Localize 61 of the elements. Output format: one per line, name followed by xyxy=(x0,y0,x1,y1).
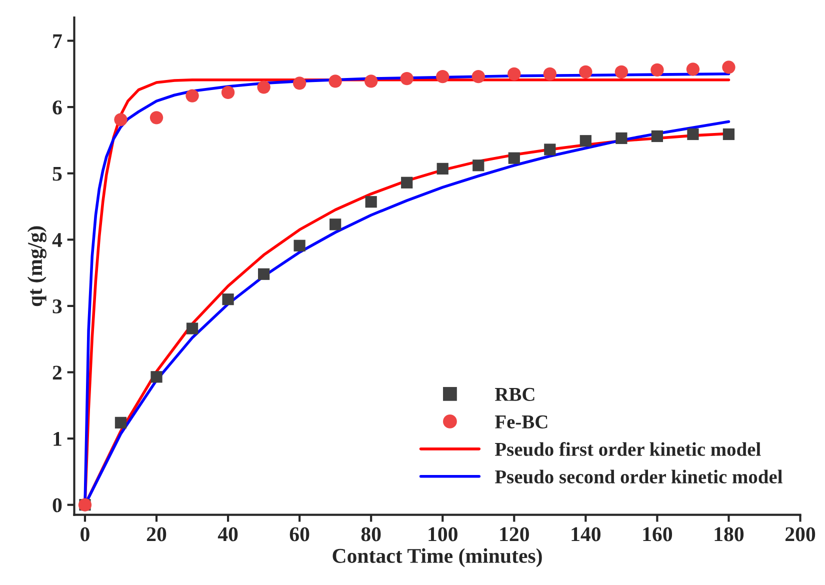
y-axis-title: qt (mg/g) xyxy=(27,226,46,306)
point xyxy=(328,74,342,88)
point xyxy=(614,65,628,79)
x-tick-label: 200 xyxy=(786,527,816,542)
x-tick-label: 140 xyxy=(572,527,600,542)
point xyxy=(114,113,128,126)
point xyxy=(221,86,235,100)
point xyxy=(508,67,521,80)
point xyxy=(544,144,556,156)
point xyxy=(543,67,556,80)
point xyxy=(579,65,592,79)
x-tick-label: 100 xyxy=(428,527,458,542)
point xyxy=(436,162,448,175)
legend-label: RBC xyxy=(495,388,534,401)
point xyxy=(401,176,413,188)
point xyxy=(365,196,377,208)
x-tick-label: 80 xyxy=(361,527,381,542)
point xyxy=(436,70,450,84)
y-tick-label: 0 xyxy=(52,498,62,512)
x-tick-label: 120 xyxy=(500,527,529,542)
point xyxy=(150,371,162,383)
legend-label: Pseudo first order kinetic model xyxy=(495,442,761,456)
x-tick-label: 60 xyxy=(290,527,310,542)
x-tick-label: 0 xyxy=(80,527,90,542)
point xyxy=(722,60,736,74)
point xyxy=(150,111,164,124)
y-tick-label: 6 xyxy=(52,100,62,114)
x-axis-title: Contact Time (minutes) xyxy=(332,548,542,568)
point xyxy=(222,294,234,306)
point xyxy=(114,416,127,428)
point xyxy=(616,132,628,144)
point xyxy=(186,322,198,334)
point xyxy=(650,63,664,77)
point xyxy=(472,160,484,172)
y-tick-label: 3 xyxy=(52,299,62,314)
point xyxy=(257,80,270,94)
y-tick-label: 2 xyxy=(52,366,62,380)
point xyxy=(186,89,199,102)
legend-label: Pseudo second order kinetic model xyxy=(495,470,782,484)
point xyxy=(472,70,485,84)
point xyxy=(292,76,306,90)
point xyxy=(294,240,306,252)
legend-label: Fe-BC xyxy=(495,415,548,428)
point xyxy=(651,130,664,142)
point xyxy=(686,62,700,76)
point xyxy=(258,268,270,280)
y-tick-label: 5 xyxy=(52,166,62,181)
x-tick-label: 40 xyxy=(218,527,238,542)
y-tick-label: 1 xyxy=(54,432,62,446)
point xyxy=(330,218,342,230)
point xyxy=(687,128,699,140)
x-tick-label: 20 xyxy=(146,527,166,542)
x-tick-label: 180 xyxy=(714,527,744,542)
point xyxy=(580,135,592,147)
point xyxy=(364,74,378,88)
point xyxy=(508,152,520,164)
y-tick-label: 4 xyxy=(52,233,62,247)
y-tick-label: 7 xyxy=(53,34,62,48)
point xyxy=(722,128,735,140)
x-tick-label: 160 xyxy=(643,527,672,542)
point xyxy=(400,72,414,86)
